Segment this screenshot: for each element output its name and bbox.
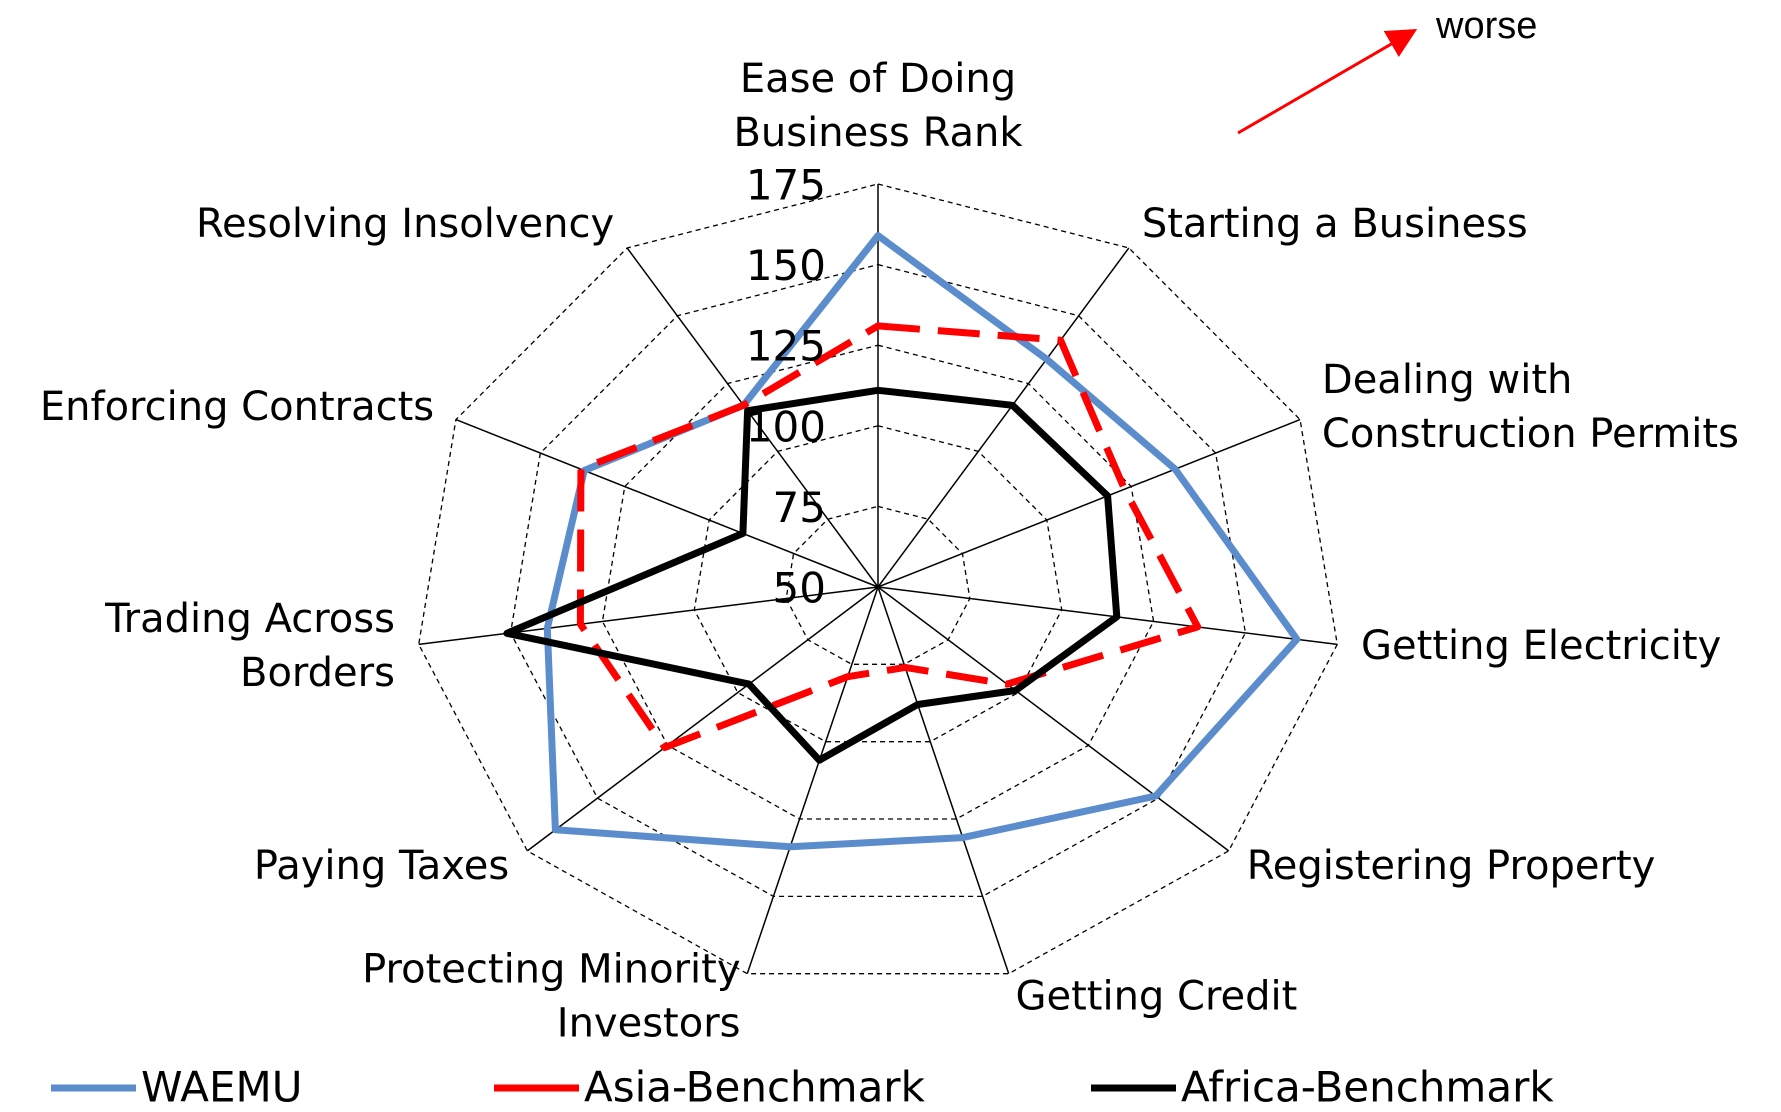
grid-ring	[785, 505, 971, 665]
category-label-line: Construction Permits	[1322, 411, 1739, 457]
spoke	[877, 418, 1301, 588]
category-label: Resolving Insolvency	[196, 201, 614, 247]
category-label-line: Getting Credit	[1015, 974, 1297, 1020]
category-label-line: Protecting Minority	[362, 947, 740, 993]
spoke	[877, 247, 1130, 588]
category-label: Getting Credit	[1015, 974, 1297, 1020]
category-label-line: Registering Property	[1247, 843, 1656, 889]
category-label: Registering Property	[1247, 843, 1656, 889]
spoke	[877, 586, 1230, 852]
spoke	[877, 586, 1010, 974]
tick-label: 125	[746, 322, 826, 371]
tick-label: 100	[746, 402, 826, 451]
category-label: Dealing with Construction Permits	[1322, 357, 1739, 457]
category-label: Trading Across Borders	[104, 596, 395, 696]
category-label-line: Borders	[240, 650, 395, 696]
category-label: Enforcing Contracts	[40, 384, 434, 430]
legend-label: Africa-Benchmark	[1181, 1063, 1554, 1112]
category-label-line: Investors	[557, 1001, 741, 1047]
category-label-line: Starting a Business	[1142, 201, 1528, 247]
category-label-line: Enforcing Contracts	[40, 384, 434, 430]
category-label: Ease of Doing Business Rank	[733, 56, 1023, 156]
category-label-line: Trading Across	[104, 596, 395, 642]
tick-label: 50	[773, 564, 826, 613]
tick-label: 150	[746, 241, 826, 290]
category-label: Protecting Minority Investors	[362, 947, 740, 1047]
category-label-line: Business Rank	[733, 110, 1023, 156]
grid-ring	[418, 183, 1338, 975]
series-line	[543, 232, 1301, 851]
category-label-line: Paying Taxes	[254, 843, 509, 889]
legend-label: WAEMU	[141, 1063, 302, 1112]
annotation: worse	[1435, 5, 1537, 47]
category-label-line: Getting Electricity	[1361, 623, 1721, 669]
tick-label: 75	[773, 483, 826, 532]
legend-label: Asia-Benchmark	[584, 1063, 926, 1112]
spoke	[526, 586, 879, 852]
series-line	[503, 386, 1121, 764]
category-label: Paying Taxes	[254, 843, 509, 889]
series-line	[576, 322, 1202, 751]
spoke	[877, 586, 1338, 646]
tick-label: 175	[746, 161, 826, 210]
category-label-line: Ease of Doing	[740, 56, 1016, 102]
spoke	[626, 247, 879, 588]
grid-ring	[509, 263, 1247, 897]
annotation-arrow	[1237, 28, 1418, 135]
spoke	[455, 418, 879, 588]
category-label: Starting a Business	[1142, 201, 1528, 247]
category-label-line: Dealing with	[1322, 357, 1572, 403]
spoke	[418, 586, 879, 646]
category-label: Getting Electricity	[1361, 623, 1721, 669]
category-label-line: Resolving Insolvency	[196, 201, 614, 247]
spoke	[746, 586, 879, 974]
grid-ring	[693, 425, 1063, 743]
